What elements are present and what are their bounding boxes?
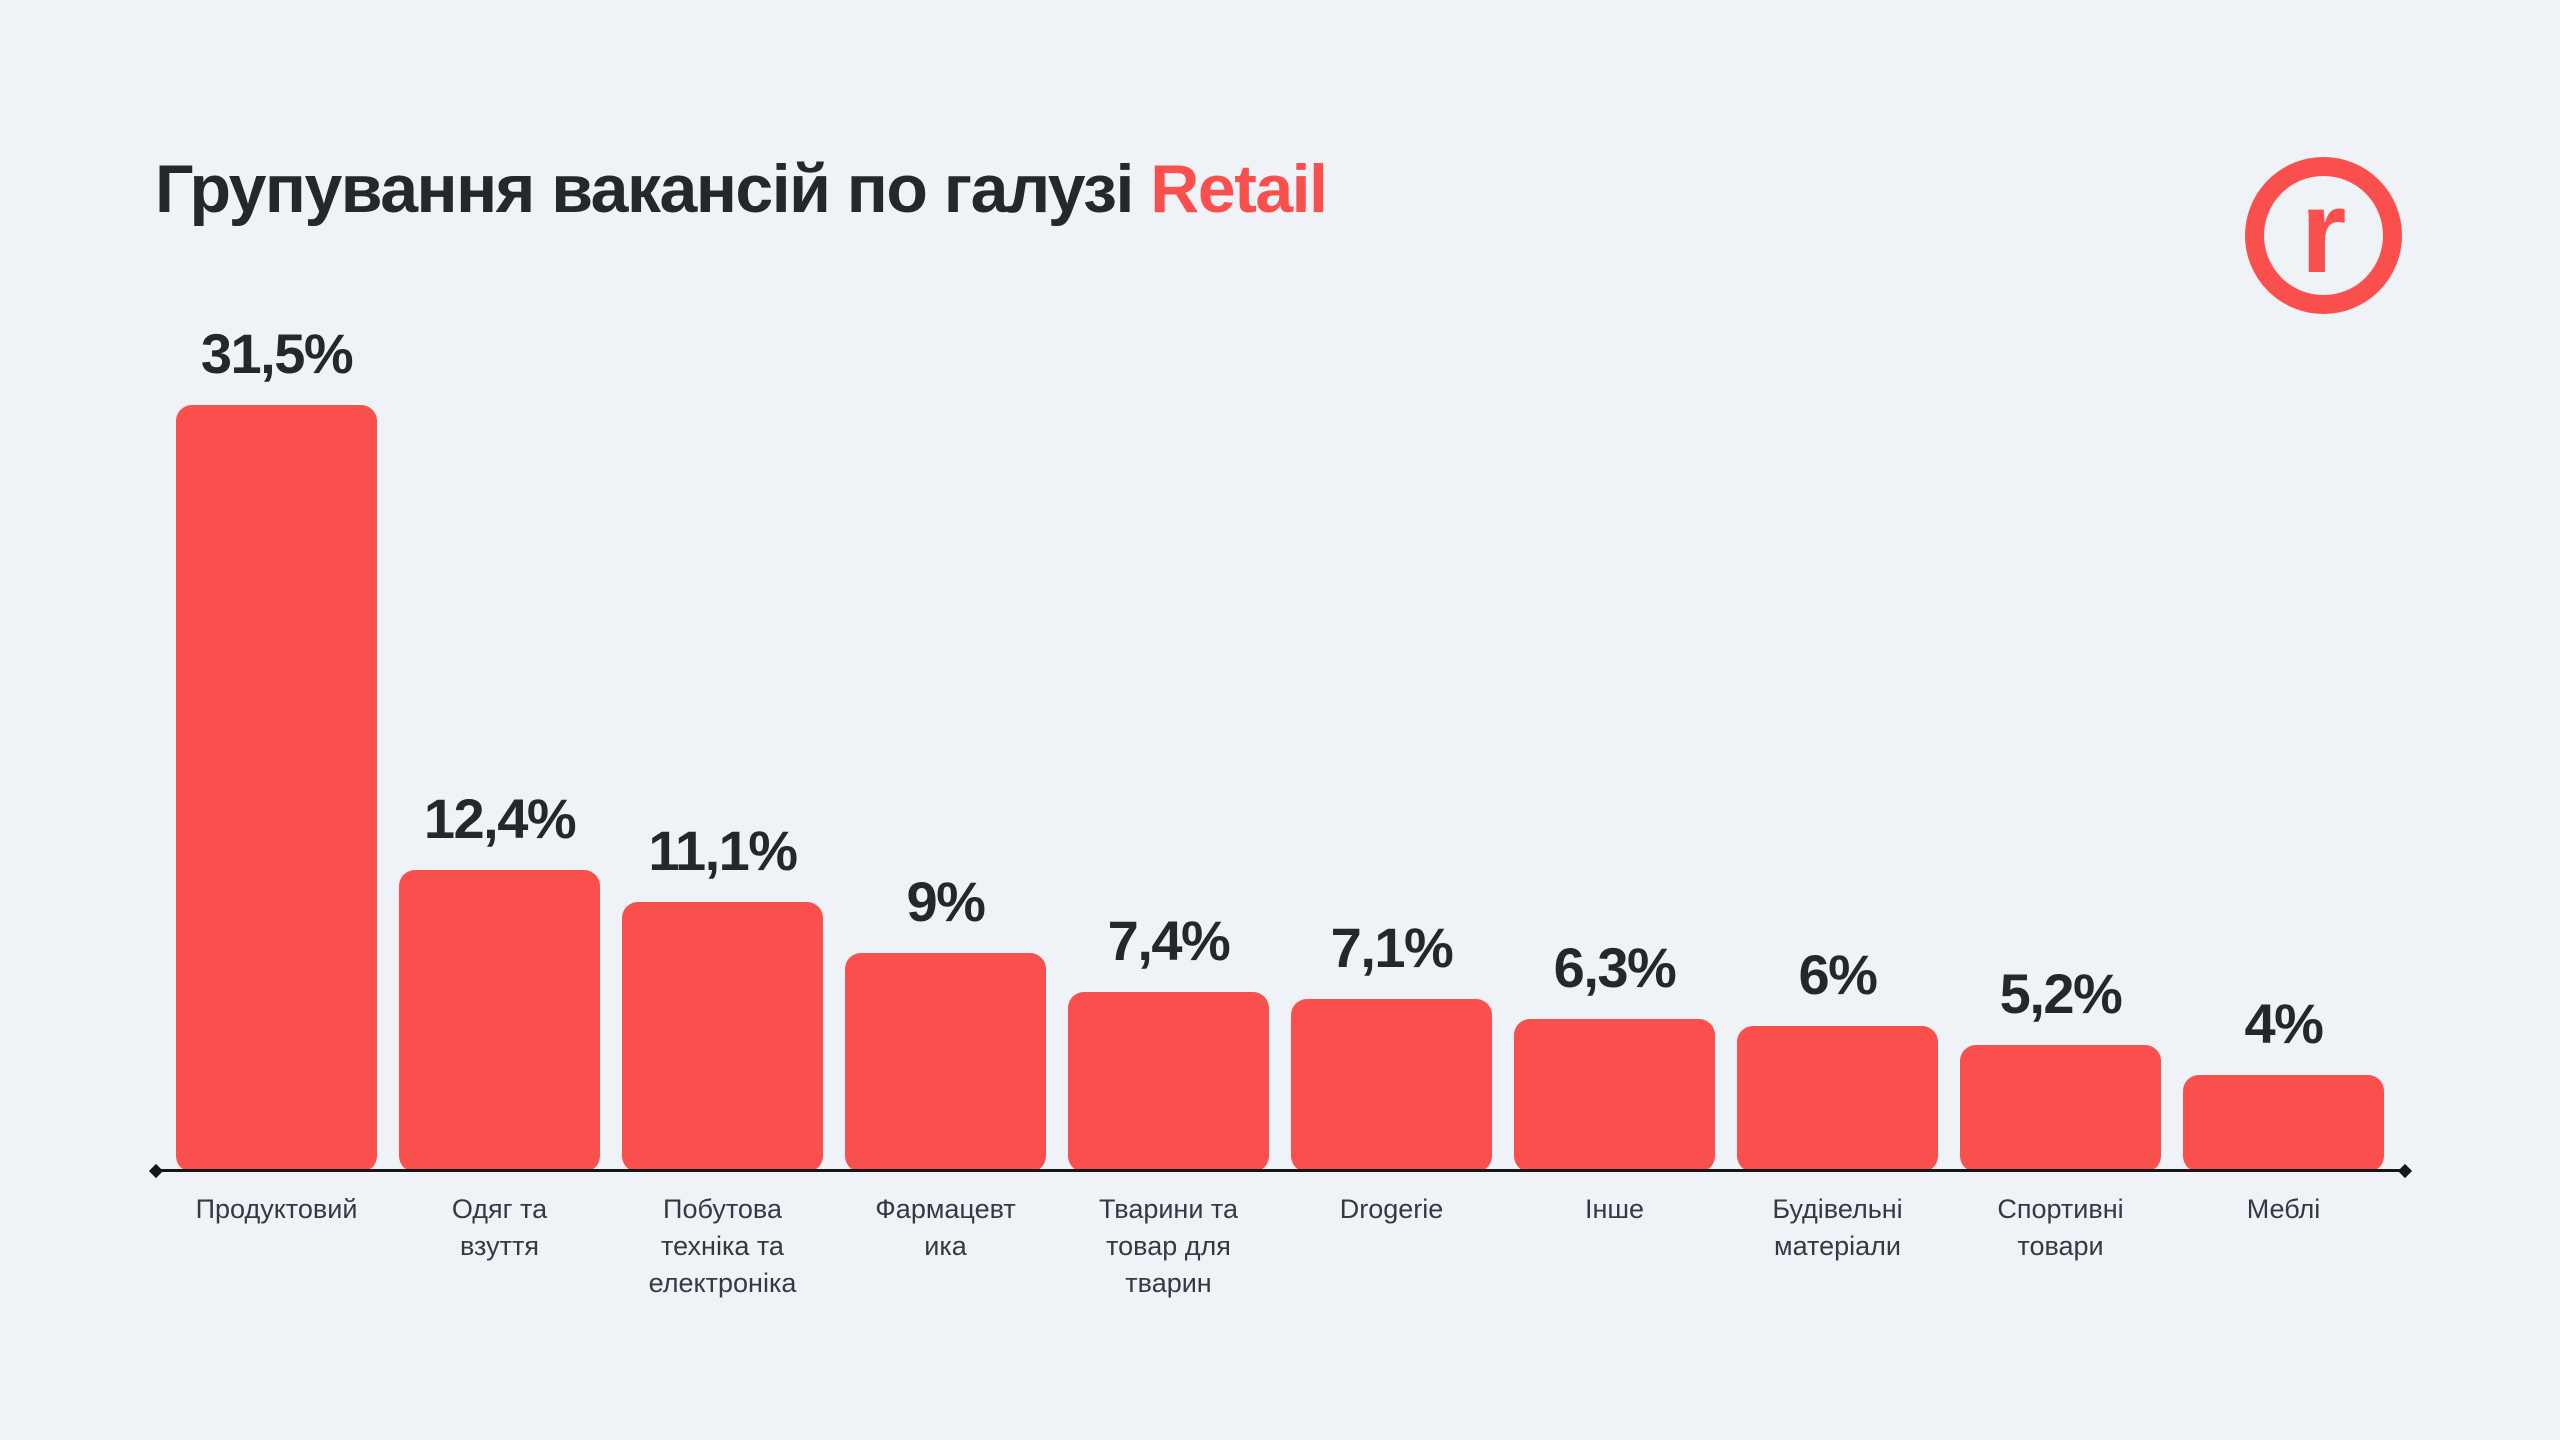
bar-category-label: Меблі xyxy=(2246,1194,2321,1224)
bar-column: 12,4% Одяг та взуття xyxy=(399,404,600,1261)
bar-category-label: Тварини та товар для тварин xyxy=(1098,1194,1239,1298)
bar-value-label: 7,4% xyxy=(1107,908,1231,972)
bar-category-label: Drogerie xyxy=(1339,1194,1444,1224)
bar-category-label: Інше xyxy=(1584,1194,1645,1224)
page-title-highlight: Retail xyxy=(1150,151,1328,227)
bar xyxy=(845,952,1046,1172)
bar-value-label: 7,1% xyxy=(1330,916,1454,980)
bar xyxy=(1960,1045,2161,1172)
robota-logo-icon: r xyxy=(2245,157,2402,314)
bar-column: 31,5% Продуктовий xyxy=(176,322,377,1224)
bar xyxy=(1291,999,1492,1172)
bar-value-label: 6% xyxy=(1798,942,1878,1006)
bar-column: 6,3% Інше xyxy=(1514,404,1715,1224)
bar-column: 11,1% Побутова техніка та електроніка xyxy=(622,404,823,1298)
bar-value-label: 9% xyxy=(906,869,986,933)
bar xyxy=(622,901,823,1172)
bar-value-label: 5,2% xyxy=(1999,962,2123,1026)
bar-value-label: 31,5% xyxy=(200,322,354,385)
bar-category-label: Будівельні матеріали xyxy=(1772,1194,1903,1261)
bar xyxy=(176,405,377,1172)
bar-column: 7,1% Drogerie xyxy=(1291,404,1492,1224)
bar-column: 6% Будівельні матеріали xyxy=(1737,404,1938,1261)
bar-category-label: Побутова техніка та електроніка xyxy=(648,1194,797,1298)
page-title: Групування вакансій по галузі Retail xyxy=(155,151,1328,227)
bar xyxy=(2183,1074,2384,1172)
bar-category-label: Продуктовий xyxy=(195,1194,358,1224)
x-axis-line xyxy=(155,1169,2405,1172)
logo-letter: r xyxy=(2300,165,2347,298)
bar xyxy=(399,870,600,1172)
bars-container: 31,5% Продуктовий 12,4% Одяг та взуття 11,1%… xyxy=(176,322,2384,1298)
bar xyxy=(1068,991,1269,1172)
bar-column: 9% Фармацевт ика xyxy=(845,404,1046,1261)
bar-value-label: 11,1% xyxy=(648,818,798,882)
bar xyxy=(1737,1025,1938,1172)
bar-category-label: Спортивні товари xyxy=(1997,1194,2124,1261)
bar-value-label: 12,4% xyxy=(423,787,577,851)
bar-category-label: Фармацевт ика xyxy=(875,1194,1016,1261)
page-title-text: Групування вакансій по галузі xyxy=(155,151,1151,227)
bar-chart: 31,5% Продуктовий 12,4% Одяг та взуття 11,1%… xyxy=(155,322,2405,1298)
bar-column: 5,2% Спортивні товари xyxy=(1960,404,2161,1261)
bar-value-label: 4% xyxy=(2244,991,2324,1055)
bar xyxy=(1514,1018,1715,1172)
bar-value-label: 6,3% xyxy=(1553,935,1677,999)
bar-category-label: Одяг та взуття xyxy=(451,1194,548,1261)
bar-column: 4% Меблі xyxy=(2183,404,2384,1224)
bar-column: 7,4% Тварини та товар для тварин xyxy=(1068,404,1269,1298)
